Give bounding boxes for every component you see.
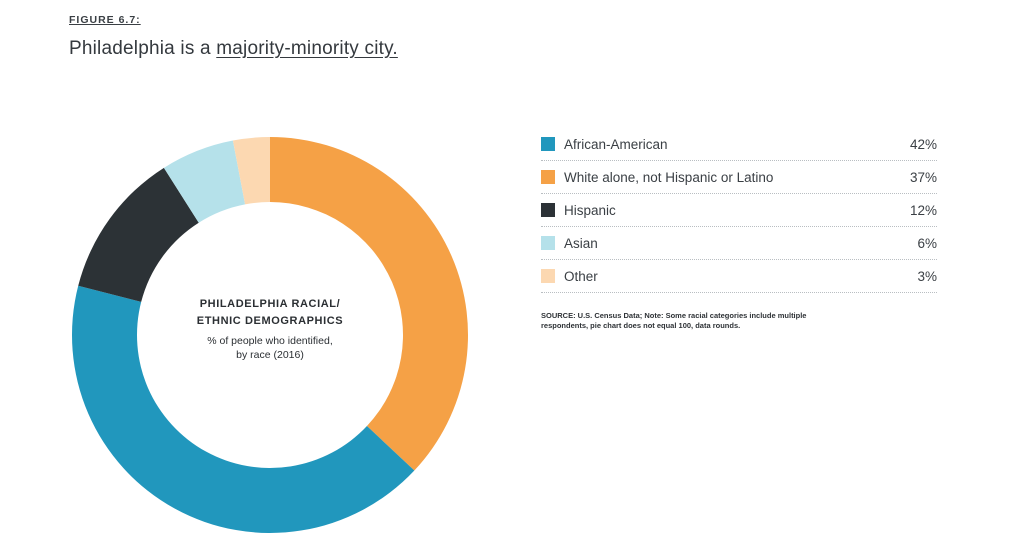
- legend-value: 42%: [909, 136, 937, 152]
- chart-subtitle-line-2: by race (2016): [236, 349, 304, 361]
- headline-link[interactable]: majority-minority city.: [216, 38, 398, 59]
- donut-slice-asian: [163, 140, 246, 223]
- donut-slice-other: [232, 137, 270, 205]
- legend-item: Other 3%: [541, 260, 937, 293]
- headline-prefix: Philadelphia is a: [69, 38, 217, 59]
- legend-swatch: [541, 236, 555, 250]
- legend-swatch: [541, 170, 555, 184]
- legend-swatch: [541, 203, 555, 217]
- legend-item: African-American 42%: [541, 128, 937, 161]
- chart-title: PHILADELPHIA RACIAL/ ETHNIC DEMOGRAPHICS: [170, 296, 370, 330]
- donut-chart: [72, 137, 468, 533]
- legend-value: 37%: [909, 169, 937, 185]
- chart-legend: African-American 42% White alone, not Hi…: [541, 128, 937, 293]
- page-title: Philadelphia is a majority-minority city…: [69, 38, 398, 60]
- legend-value: 6%: [917, 235, 937, 251]
- legend-item: Hispanic 12%: [541, 194, 937, 227]
- figure-label: FIGURE 6.7:: [69, 14, 141, 26]
- legend-item: White alone, not Hispanic or Latino 37%: [541, 161, 937, 194]
- donut-slice-hispanic: [78, 167, 199, 302]
- donut-slice-white-alone-not-hispanic-or-latino: [270, 137, 468, 471]
- chart-title-line-2: ETHNIC DEMOGRAPHICS: [196, 315, 344, 327]
- legend-label: White alone, not Hispanic or Latino: [564, 169, 774, 185]
- legend-value: 12%: [909, 202, 937, 218]
- donut-center-label: PHILADELPHIA RACIAL/ ETHNIC DEMOGRAPHICS…: [170, 296, 370, 362]
- legend-item: Asian 6%: [541, 227, 937, 260]
- legend-swatch: [541, 269, 555, 283]
- legend-label: Hispanic: [564, 202, 616, 218]
- chart-subtitle: % of people who identified, by race (201…: [170, 334, 370, 362]
- chart-title-line-1: PHILADELPHIA RACIAL/: [199, 298, 341, 310]
- donut-slice-african-american: [72, 285, 415, 533]
- source-note: SOURCE: U.S. Census Data; Note: Some rac…: [541, 311, 807, 330]
- chart-subtitle-line-1: % of people who identified,: [207, 335, 333, 347]
- legend-label: African-American: [564, 136, 668, 152]
- legend-label: Other: [564, 268, 598, 284]
- legend-label: Asian: [564, 235, 598, 251]
- legend-swatch: [541, 137, 555, 151]
- legend-value: 3%: [917, 268, 937, 284]
